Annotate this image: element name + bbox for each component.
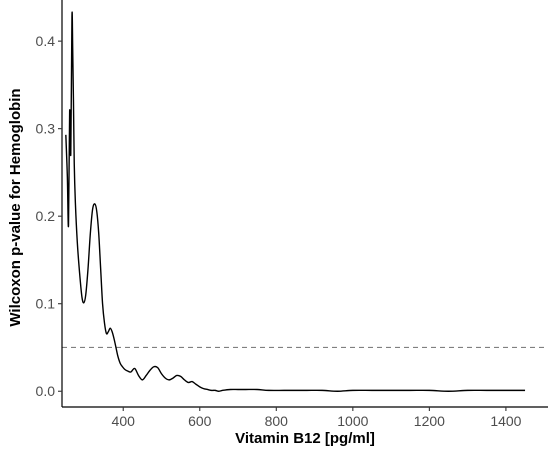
x-tick-label: 400 — [112, 413, 136, 429]
plot-area — [62, 11, 548, 392]
x-tick-label: 1200 — [414, 413, 445, 429]
axes: 400 600 800 1000 1200 1400 0.0 0.1 0.2 0.3 0.4 — [36, 0, 548, 429]
p-value-series-line — [65, 11, 526, 392]
y-axis-ticks: 0.0 0.1 0.2 0.3 0.4 — [36, 33, 62, 399]
x-tick-label: 1400 — [490, 413, 521, 429]
x-tick-label: 800 — [265, 413, 289, 429]
x-axis-ticks: 400 600 800 1000 1200 1400 — [112, 407, 522, 429]
y-tick-label: 0.0 — [36, 383, 56, 399]
y-tick-label: 0.3 — [36, 121, 56, 137]
y-axis-title: Wilcoxon p-value for Hemoglobin — [7, 88, 24, 326]
x-axis-title: Vitamin B12 [pg/ml] — [235, 430, 375, 447]
y-tick-label: 0.4 — [36, 33, 56, 49]
y-tick-label: 0.1 — [36, 296, 56, 312]
y-tick-label: 0.2 — [36, 208, 56, 224]
x-tick-label: 1000 — [337, 413, 368, 429]
x-tick-label: 600 — [188, 413, 212, 429]
